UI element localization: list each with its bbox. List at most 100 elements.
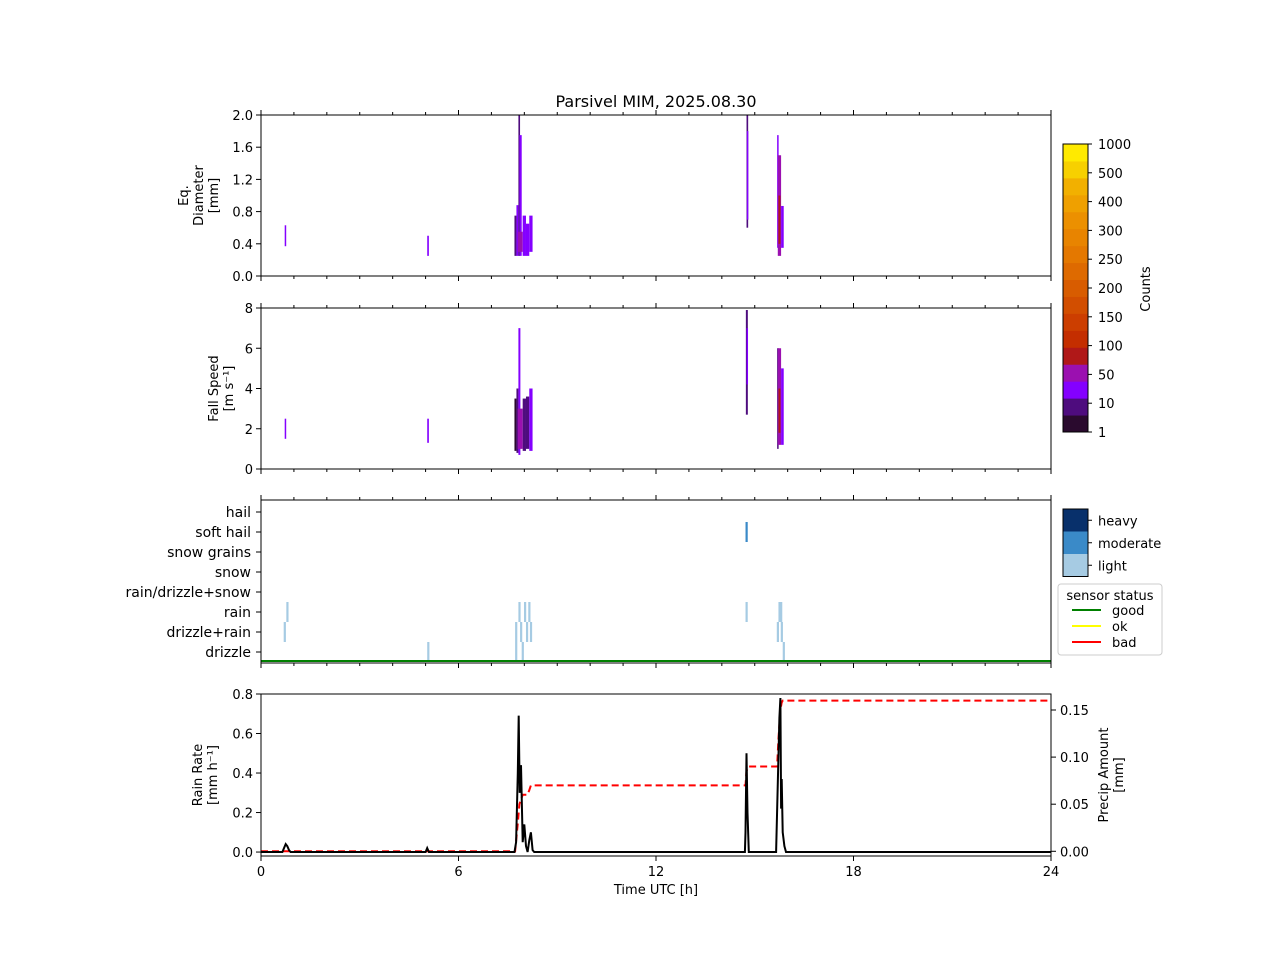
precip-type-mark <box>778 602 781 622</box>
heatmap-cell <box>516 388 519 453</box>
heatmap-cell <box>522 215 526 256</box>
precip-type-mark <box>427 642 430 662</box>
precip-type-mark <box>745 522 748 542</box>
intensity-swatch <box>1063 531 1088 554</box>
heatmap-cell <box>778 388 781 433</box>
legend-title: sensor status <box>1066 589 1153 604</box>
precip-type-mark <box>523 602 527 622</box>
heatmap-cell <box>519 135 522 256</box>
y2-axis-label: [mm] <box>1112 757 1127 792</box>
y-tick-label: 1.2 <box>232 173 253 188</box>
precip-amount-line <box>261 699 1051 853</box>
category-label: drizzle+rain <box>166 625 251 641</box>
heatmap-cell <box>517 231 523 252</box>
legend-item-label: bad <box>1112 636 1136 651</box>
precip-type-mark <box>776 622 779 642</box>
intensity-label: moderate <box>1098 537 1161 552</box>
y-tick-label: 0.8 <box>232 688 253 703</box>
y-tick-label: 2.0 <box>232 109 253 124</box>
axis-label: Diameter <box>192 165 207 226</box>
colorbar-segment <box>1063 211 1088 230</box>
heatmap-cell <box>427 235 429 256</box>
heatmap-cell <box>518 328 521 455</box>
y-tick-label: 6 <box>245 342 253 357</box>
y-tick-label: 8 <box>245 302 253 317</box>
x-axis-label: Time UTC [h] <box>613 883 698 898</box>
heatmap-cell <box>284 225 287 247</box>
colorbar-segment <box>1063 381 1088 399</box>
colorbar-segment <box>1063 160 1088 179</box>
colorbar-tick-label: 300 <box>1098 224 1123 239</box>
y2-tick-label: 0.10 <box>1060 751 1089 766</box>
heatmap-cell <box>525 396 530 449</box>
heatmap-cell <box>529 215 533 252</box>
colorbar-segment <box>1063 330 1088 348</box>
axis-label: [mm] <box>207 178 222 213</box>
category-label: rain/drizzle+snow <box>126 585 251 601</box>
precip-type-mark <box>529 622 533 642</box>
precip-type-mark <box>518 602 521 622</box>
colorbar-segment <box>1063 144 1088 162</box>
colorbar-segment <box>1063 194 1088 213</box>
colorbar-segment <box>1063 177 1088 196</box>
plot-frame <box>260 114 1052 277</box>
precip-type-mark <box>745 602 748 622</box>
y-tick-label: 0 <box>245 463 253 478</box>
heatmap-cell <box>781 205 784 248</box>
colorbar-label: Counts <box>1139 266 1154 312</box>
y-tick-label: 0.4 <box>232 238 253 253</box>
rain-rate-line <box>261 697 1051 853</box>
y-tick-label: 1.6 <box>232 141 253 156</box>
colorbar-segment <box>1063 262 1088 281</box>
heatmap-cell <box>517 408 523 449</box>
counts-colorbar: Counts 1 10 50 100 150 200 250 300 400 500 1000 <box>1062 138 1154 441</box>
heatmap-cell <box>781 368 784 445</box>
x-tick-label: 12 <box>648 865 665 880</box>
rain-rate-panel: 0 6 12 18 24 Time UTC [h] 0.0 0.2 0.4 0.6 0.8 0.00 0… <box>191 688 1127 898</box>
precip-type-mark <box>515 642 518 662</box>
colorbar-segment <box>1063 228 1088 247</box>
intensity-frame <box>1062 508 1089 577</box>
colorbar-segment <box>1063 364 1088 382</box>
intensity-label: heavy <box>1098 514 1138 529</box>
category-label: drizzle <box>205 645 251 661</box>
axis-label: [m s⁻¹] <box>222 366 237 412</box>
colorbar-tick-label: 250 <box>1098 253 1123 268</box>
plot-frame <box>260 499 1052 664</box>
x-tick-label: 18 <box>845 865 862 880</box>
colorbar-segment <box>1063 398 1088 416</box>
heatmap-cell <box>514 215 517 256</box>
precip-type-panel: drizzle drizzle+rain rain rain/drizzle+snow… <box>126 495 1052 668</box>
y-tick-label: 0.2 <box>232 807 253 822</box>
colorbar-tick-label: 500 <box>1098 167 1123 182</box>
legend-item-label: good <box>1112 604 1144 619</box>
heatmap-cell <box>778 195 781 244</box>
fall-speed-panel: 0 2 4 6 8 Fall Speed [m s⁻¹] <box>207 302 1052 478</box>
colorbar-segment <box>1063 245 1088 264</box>
y-tick-label: 0.6 <box>232 728 253 743</box>
precip-type-mark <box>782 642 785 662</box>
precip-type-mark <box>286 602 289 622</box>
category-label: soft hail <box>195 525 251 541</box>
intensity-label: light <box>1098 559 1127 574</box>
axis-label: [mm h⁻¹] <box>206 745 221 805</box>
colorbar-segment <box>1063 313 1088 331</box>
y-tick-label: 0.4 <box>232 767 253 782</box>
heatmap-cell <box>525 223 530 256</box>
y-tick-label: 2 <box>245 423 253 438</box>
colorbar-tick-label: 100 <box>1098 340 1123 355</box>
colorbar-tick-label: 1 <box>1098 426 1106 441</box>
y-tick-label: 0.0 <box>232 270 253 285</box>
chart-title: Parsivel MIM, 2025.08.30 <box>555 92 756 111</box>
y2-tick-label: 0.00 <box>1060 845 1089 860</box>
precip-type-mark <box>515 622 518 642</box>
heatmap-cell <box>284 418 287 439</box>
x-tick-label: 6 <box>454 865 462 880</box>
category-label: snow grains <box>167 545 251 561</box>
precip-type-mark <box>521 642 524 662</box>
x-tick-label: 24 <box>1043 865 1060 880</box>
heatmap-cell <box>518 115 521 256</box>
heatmap-cell <box>522 398 526 451</box>
